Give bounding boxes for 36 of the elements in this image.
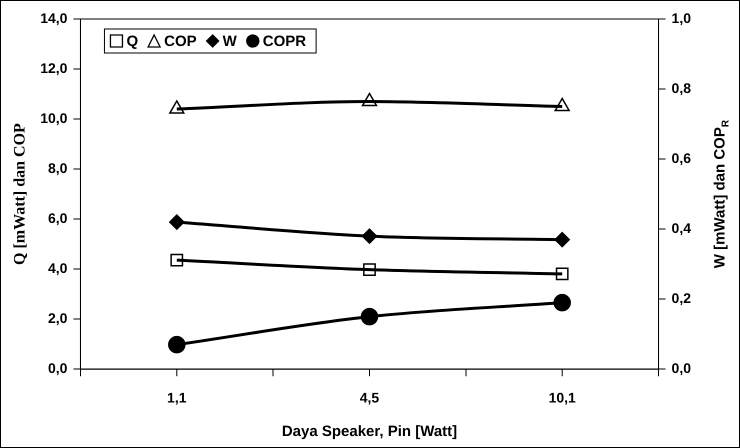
y-axis-title: Q [mWatt] dan COP [12, 122, 29, 265]
y2-tick-label: 0,2 [672, 290, 692, 306]
x-tick-label: 1,1 [167, 389, 187, 406]
point [362, 228, 378, 244]
y2-tick-label: 1,0 [672, 10, 692, 26]
point [363, 263, 376, 276]
legend-label: COPR [262, 33, 306, 50]
point [556, 267, 569, 280]
x-tick-label: 4,5 [360, 389, 380, 406]
x-axis-title: Daya Speaker, Pin [Watt] [282, 423, 458, 440]
point [554, 98, 570, 112]
y2-tick-label: 0,0 [672, 360, 692, 376]
y-tick-label: 8,0 [48, 160, 68, 176]
legend-label: COP [164, 33, 197, 50]
point [169, 214, 185, 230]
y-tick-label: 14,0 [40, 10, 68, 26]
y-tick-label: 12,0 [40, 60, 68, 76]
y2-tick-label: 0,6 [672, 150, 692, 166]
point [170, 254, 184, 267]
y-tick-label: 0,0 [48, 360, 68, 376]
y-tick-label: 10,0 [40, 110, 68, 126]
y2-tick-label: 0,4 [672, 220, 692, 236]
point [168, 336, 186, 354]
legend-label: Q [126, 33, 138, 50]
point [362, 92, 378, 106]
point [554, 232, 570, 248]
x-tick-label: 10,1 [548, 389, 576, 406]
legend-label: W [222, 33, 238, 50]
point [169, 100, 184, 114]
y-tick-label: 2,0 [48, 310, 68, 326]
point [553, 294, 571, 312]
point [360, 308, 378, 326]
y2-axis-title: W [mWatt] dan COPR [712, 119, 732, 268]
y-tick-label: 6,0 [48, 210, 68, 226]
y2-tick-label: 0,8 [672, 80, 692, 96]
y-tick-label: 4,0 [48, 260, 68, 276]
